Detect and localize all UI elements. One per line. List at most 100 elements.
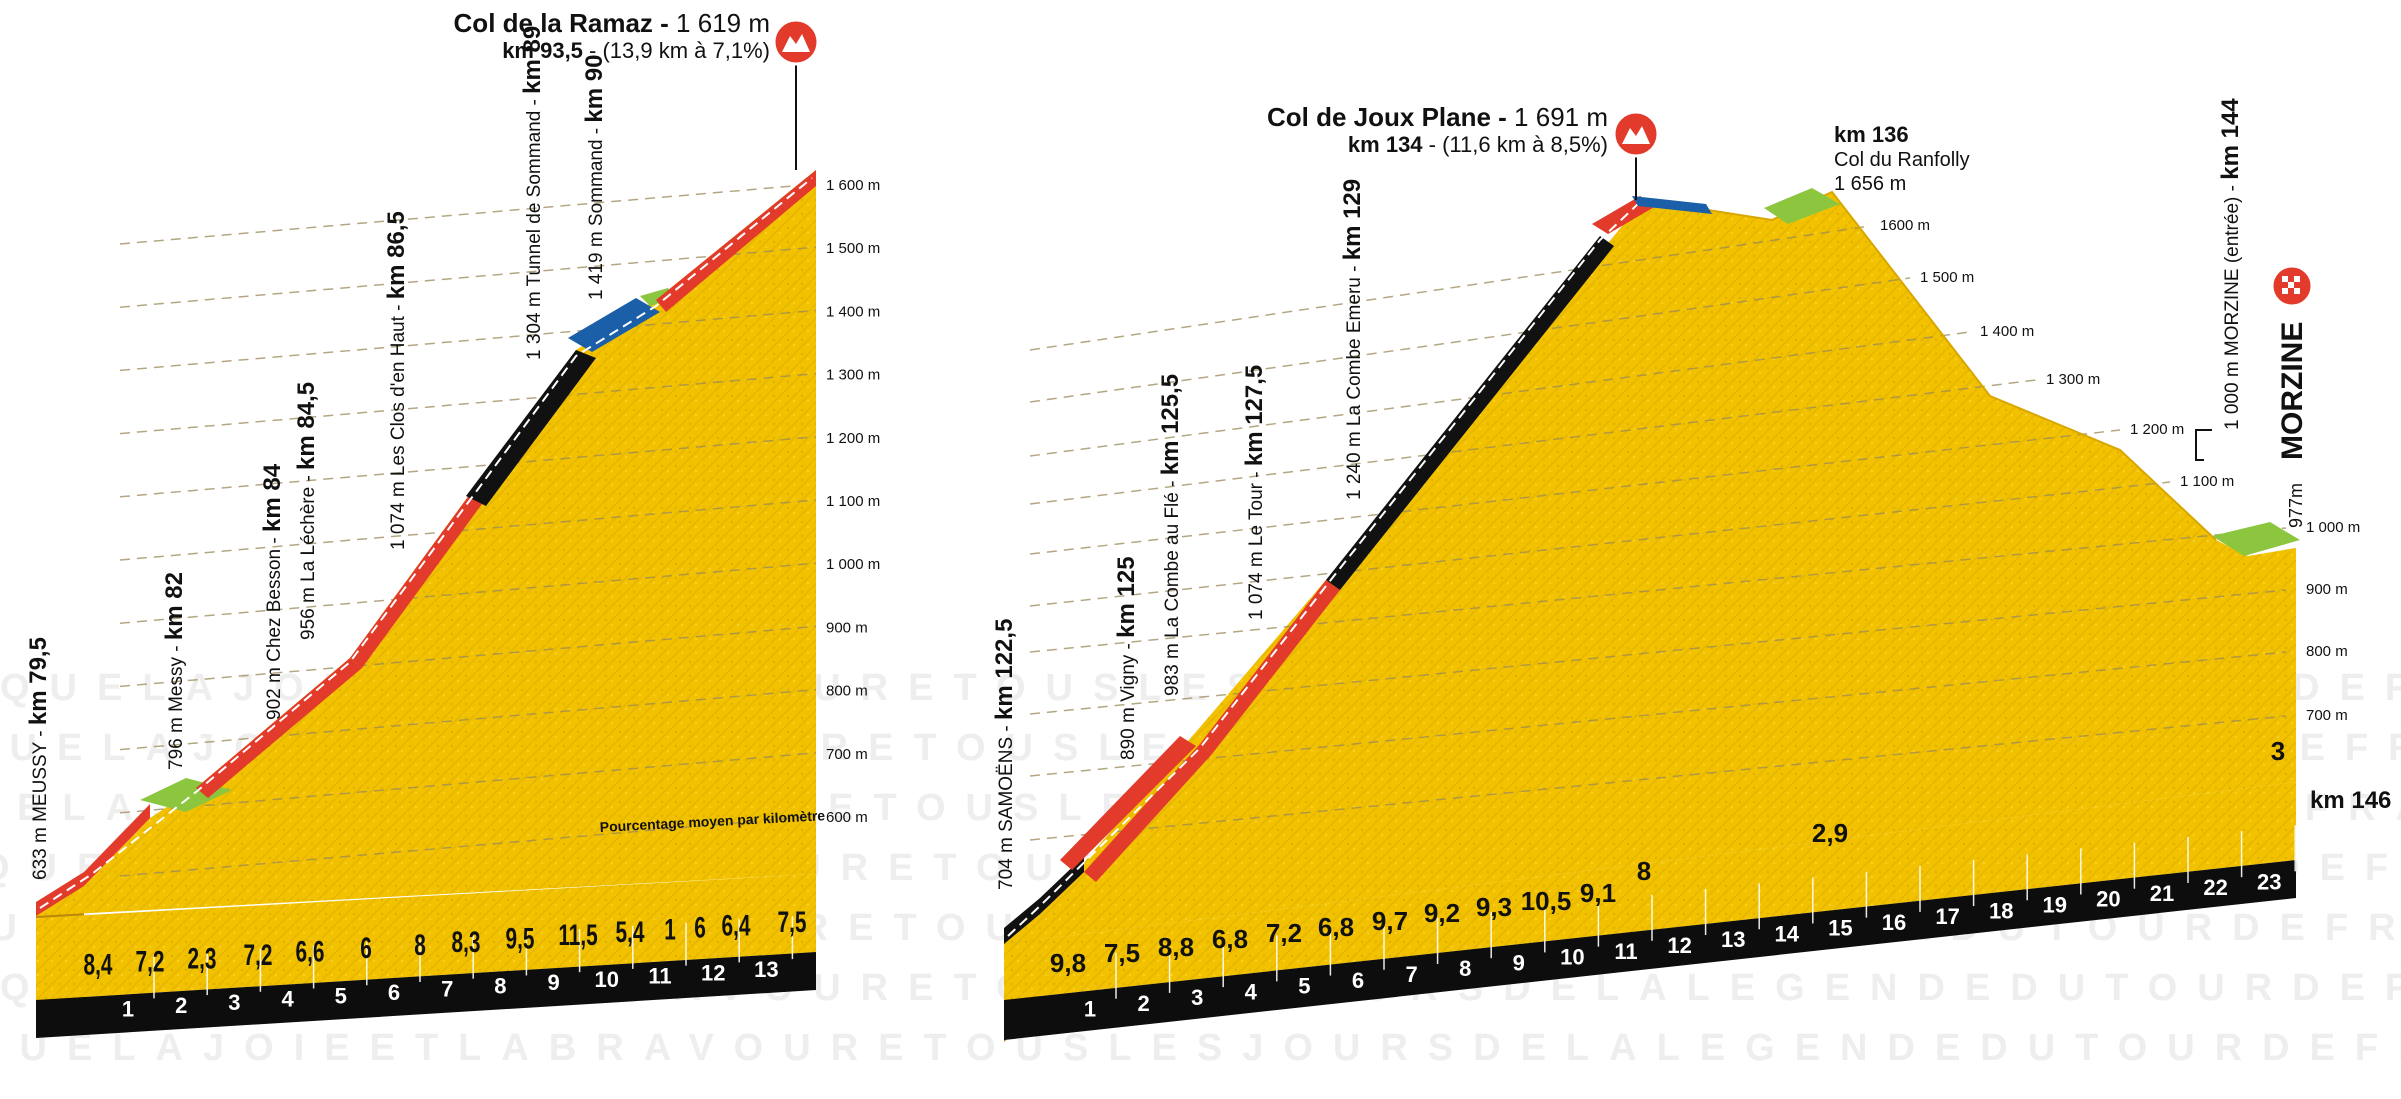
climb-ribbon — [1004, 196, 1656, 944]
summit-title: Col de Joux Plane - 1 691 m — [1267, 102, 1608, 132]
gridline-1100m — [1029, 481, 2171, 607]
km-tick: 15 — [1828, 916, 1852, 941]
km-tick: 13 — [754, 957, 778, 982]
place-alt: 796 m — [166, 712, 187, 770]
km-tick: 7 — [441, 977, 453, 1002]
place-km: km 86,5 — [383, 211, 410, 299]
ribbon-segment-3 — [196, 658, 362, 798]
km-tick: 12 — [1667, 933, 1691, 958]
ribbon-segment-1 — [84, 804, 150, 886]
ribbon-segment-2 — [1060, 736, 1196, 870]
altitude-label: 600 m — [826, 809, 868, 826]
gradient-value: 8 — [414, 929, 426, 962]
gradient-value: 6,4 — [722, 910, 751, 943]
gradient-value: 11,5 — [558, 920, 597, 953]
ribbon-dash — [39, 177, 813, 909]
gridline-1500m — [1029, 277, 1911, 403]
profile-front-wall — [36, 170, 816, 916]
summit-altitude: 1 619 m — [676, 8, 770, 38]
gradient-value: 9,3 — [1476, 892, 1512, 922]
altitude-label: 1 500 m — [826, 240, 880, 257]
place-label: 1 000 m MORZINE (entrée) - km 144 — [2217, 98, 2244, 430]
ribbon-segment-4 — [1326, 236, 1614, 590]
gradient-value: 1 — [664, 914, 676, 947]
summit-name: Col de la Ramaz — [454, 8, 653, 38]
summit-title: Col de la Ramaz - 1 619 m — [454, 8, 770, 38]
km-tick: 6 — [388, 980, 400, 1005]
place-alt: 902 m — [264, 662, 285, 720]
gradient-value: 7,2 — [1266, 918, 1302, 948]
gridline-1400m — [1029, 331, 1971, 457]
place-label: 1 074 m Les Clos d'en Haut - km 86,5 — [383, 211, 410, 550]
place-alt: 956 m — [298, 582, 319, 640]
gradient-value: 2,3 — [188, 943, 217, 976]
km-tick: 2 — [1137, 991, 1149, 1016]
place-label: 704 m SAMOËNS - km 122,5 — [991, 619, 1018, 890]
place-name: MEUSSY - — [30, 725, 51, 822]
profile-col-de-joux-plane: 700 m 800 m 900 m 1 000 m 1 100 m 1 200 m 1 30… — [991, 98, 2391, 1042]
gridline-800m — [119, 688, 817, 751]
gridline-900m — [119, 625, 817, 688]
ribbon-segment-4 — [350, 494, 482, 668]
place-name: SAMOËNS - — [996, 720, 1017, 832]
place-label: 1 240 m La Combe Emeru - km 129 — [1339, 179, 1366, 500]
altitude-label: 700 m — [2306, 707, 2348, 724]
place-km: km 79,5 — [25, 637, 52, 725]
gridline-700m — [119, 752, 817, 814]
summit-altitude: 1 691 m — [1514, 102, 1608, 132]
ranfolly-alt: 1 656 m — [1834, 173, 1906, 195]
km-tick: 8 — [494, 973, 506, 998]
gradient-labels: 9,8 7,5 8,8 6,8 7,2 6,8 9,7 9,2 9,3 10,5 9,1 8 2,9 3 — [1050, 736, 2285, 978]
gradient-value: 8,3 — [452, 926, 481, 959]
gradient-value: 8,8 — [1158, 932, 1194, 962]
altitude-labels: 700 m 800 m 900 m 1 000 m 1 100 m 1 200 m 1 30… — [1880, 217, 2360, 724]
gridline-700m — [1029, 715, 2287, 841]
place-alt: 890 m — [1118, 702, 1139, 760]
km-tick: 4 — [281, 987, 294, 1012]
gridline-1600m — [119, 183, 817, 245]
km-tick: 1 — [122, 996, 134, 1021]
finish-alt: 977m — [2286, 483, 2306, 528]
km-tick: 18 — [1989, 898, 2013, 923]
place-label: 1 074 m Le Tour - km 127,5 — [1241, 365, 1268, 620]
gridline-1200m — [119, 436, 817, 498]
place-alt: 1 074 m — [388, 476, 409, 550]
km-tick: 9 — [1513, 950, 1525, 975]
altitude-label: 900 m — [826, 619, 868, 636]
gridline-1300m — [119, 372, 817, 435]
place-km: km 89 — [519, 26, 546, 94]
gradient-value: 9,2 — [1424, 898, 1460, 928]
place-km: km 125,5 — [1157, 374, 1184, 475]
altitude-gridlines — [119, 183, 817, 877]
place-label: 1 304 m Tunnel de Sommand - km 89 — [519, 26, 546, 360]
gradient-value: 8,4 — [84, 949, 113, 982]
place-km: km 129 — [1339, 179, 1366, 260]
km-tick: 22 — [2203, 875, 2227, 900]
place-labels: 704 m SAMOËNS - km 122,5 890 m Vigny - km… — [991, 98, 2244, 890]
gradient-value: 3 — [2271, 736, 2285, 766]
place-label: 796 m Messy - km 82 — [161, 572, 188, 770]
summit-name: Col de Joux Plane — [1267, 102, 1491, 132]
place-alt: 633 m — [30, 822, 51, 880]
gradient-value: 2,9 — [1812, 818, 1848, 848]
km-tick: 10 — [1560, 945, 1584, 970]
km-tick: 23 — [2257, 869, 2281, 894]
summit-km: km 93,5 — [502, 38, 583, 63]
summit-mountain-glyph — [782, 34, 810, 52]
descent-ridge — [1643, 190, 2217, 541]
place-alt: 1 074 m — [1246, 546, 1267, 620]
place-alt: 704 m — [996, 832, 1017, 890]
finish-km: km 146 — [2310, 787, 2391, 814]
place-name: La Combe Emeru - — [1344, 260, 1365, 426]
altitude-label: 1 100 m — [826, 493, 880, 510]
gridline-1400m — [119, 309, 817, 372]
place-alt: 983 m — [1162, 638, 1183, 696]
altitude-label: 900 m — [2306, 581, 2348, 598]
gridline-1100m — [119, 499, 817, 561]
gradient-value: 7,5 — [1104, 938, 1140, 968]
ribbon-segment-3 — [1200, 580, 1340, 754]
gradient-value: 7,5 — [778, 906, 807, 939]
place-alt: 1 419 m — [586, 226, 607, 300]
km-tick: 13 — [1721, 927, 1745, 952]
gridline-600m — [119, 815, 817, 877]
